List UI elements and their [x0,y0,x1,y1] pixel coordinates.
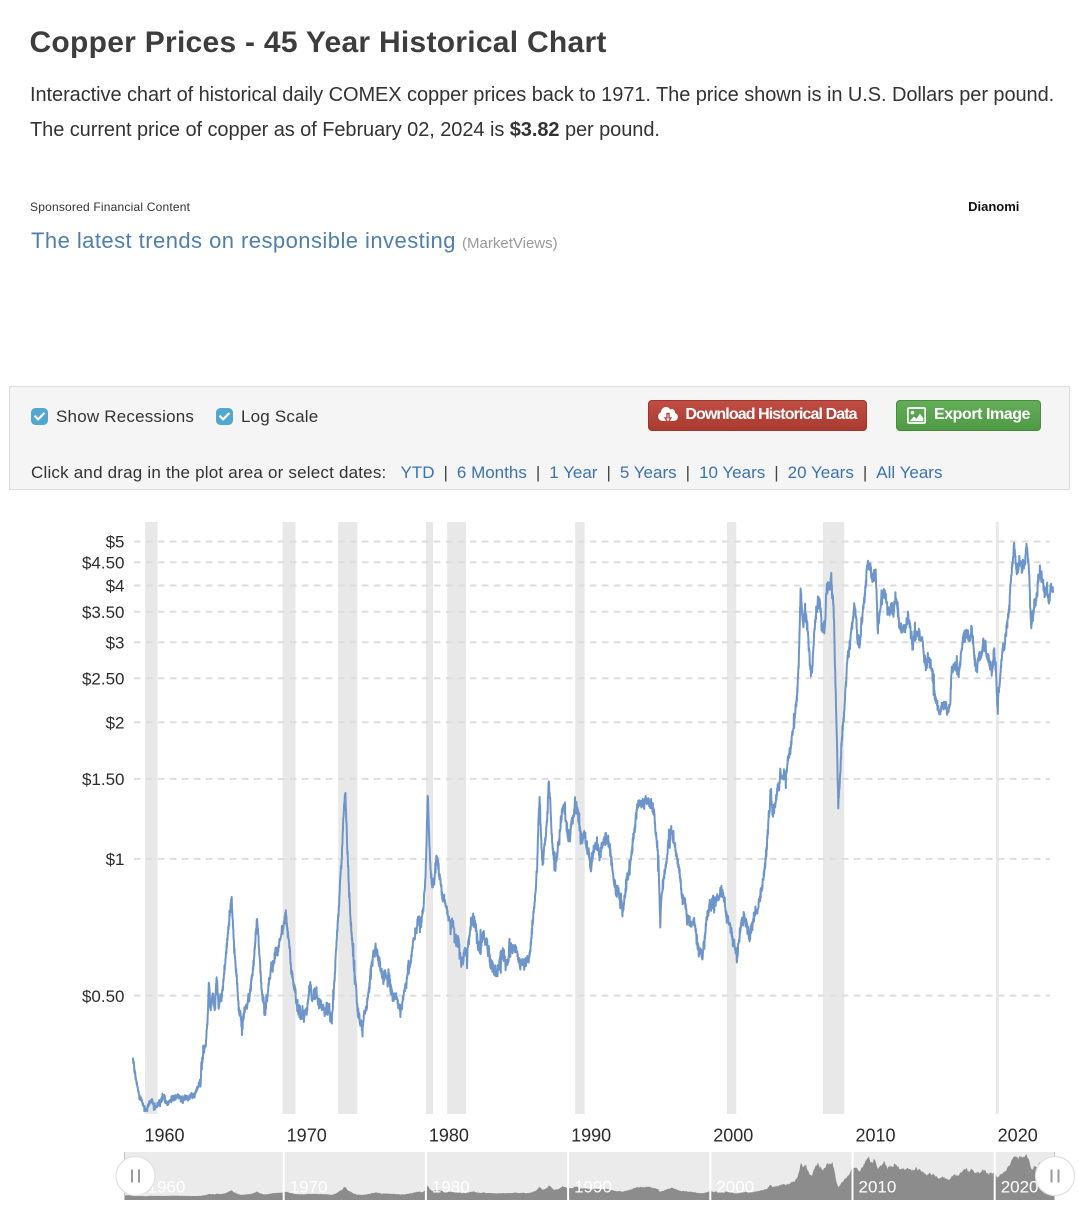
svg-text:1990: 1990 [574,1178,612,1197]
svg-text:1990: 1990 [571,1126,611,1146]
svg-text:2010: 2010 [859,1178,897,1197]
svg-text:$2.50: $2.50 [82,669,125,688]
svg-text:2000: 2000 [713,1126,753,1146]
svg-text:$3: $3 [106,633,125,652]
svg-text:$3.50: $3.50 [82,603,125,622]
svg-text:1960: 1960 [144,1126,184,1146]
svg-text:$2: $2 [106,713,125,732]
svg-text:1970: 1970 [287,1126,327,1146]
svg-text:1960: 1960 [148,1178,186,1197]
svg-text:2000: 2000 [716,1178,754,1197]
svg-text:2020: 2020 [998,1126,1038,1146]
svg-text:$5: $5 [106,533,125,552]
svg-text:1980: 1980 [429,1126,469,1146]
svg-text:$4: $4 [106,577,125,596]
svg-text:$4.50: $4.50 [82,554,125,573]
svg-text:1970: 1970 [290,1178,328,1197]
svg-text:2010: 2010 [855,1126,895,1146]
svg-text:2020: 2020 [1001,1178,1039,1197]
svg-text:1980: 1980 [432,1178,470,1197]
svg-text:$0.50: $0.50 [82,987,125,1006]
svg-text:$1.50: $1.50 [82,770,125,789]
svg-text:$1: $1 [106,850,125,869]
